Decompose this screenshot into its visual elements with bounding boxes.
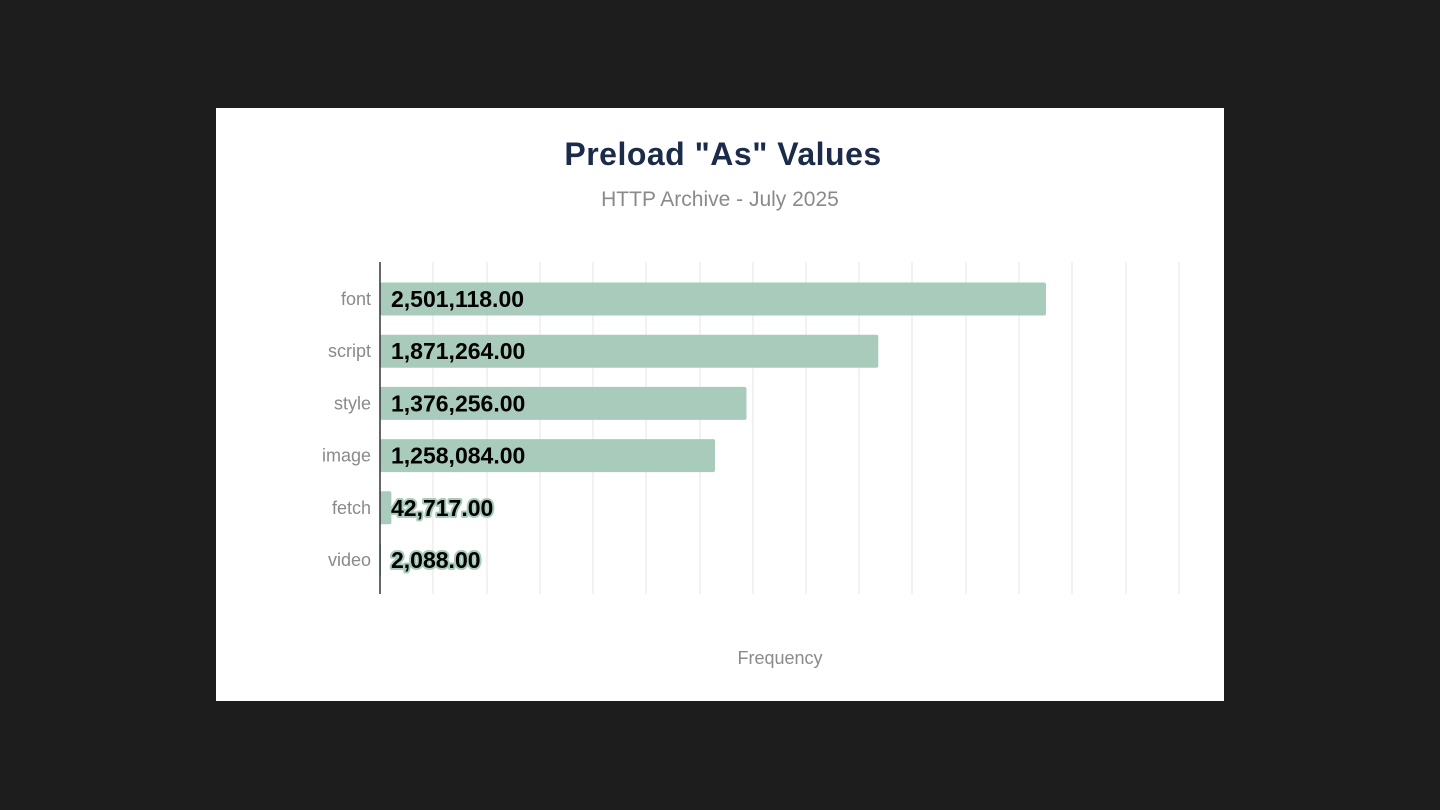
chart-title: Preload "As" Values (564, 136, 882, 172)
chart-subtitle: HTTP Archive - July 2025 (601, 188, 839, 211)
bar-image (380, 439, 716, 473)
bar-fetch (380, 491, 392, 525)
category-label: script (328, 341, 371, 361)
bar-style (380, 386, 747, 420)
category-label: style (334, 393, 371, 413)
data-label: 42,717.00 (391, 495, 493, 521)
bar-font (380, 282, 1046, 316)
category-label: font (341, 289, 371, 309)
data-label: 2,501,118.00 (391, 286, 524, 312)
data-label: 2,088.00 (391, 547, 481, 573)
data-label: 1,871,264.00 (391, 338, 525, 364)
bar-script (380, 334, 879, 368)
data-label: 1,376,256.00 (391, 390, 525, 416)
category-label: fetch (332, 498, 371, 518)
x-axis-label: Frequency (737, 648, 823, 668)
category-label: video (328, 550, 371, 570)
data-label: 1,258,084.00 (391, 443, 525, 469)
category-label: image (322, 446, 371, 466)
